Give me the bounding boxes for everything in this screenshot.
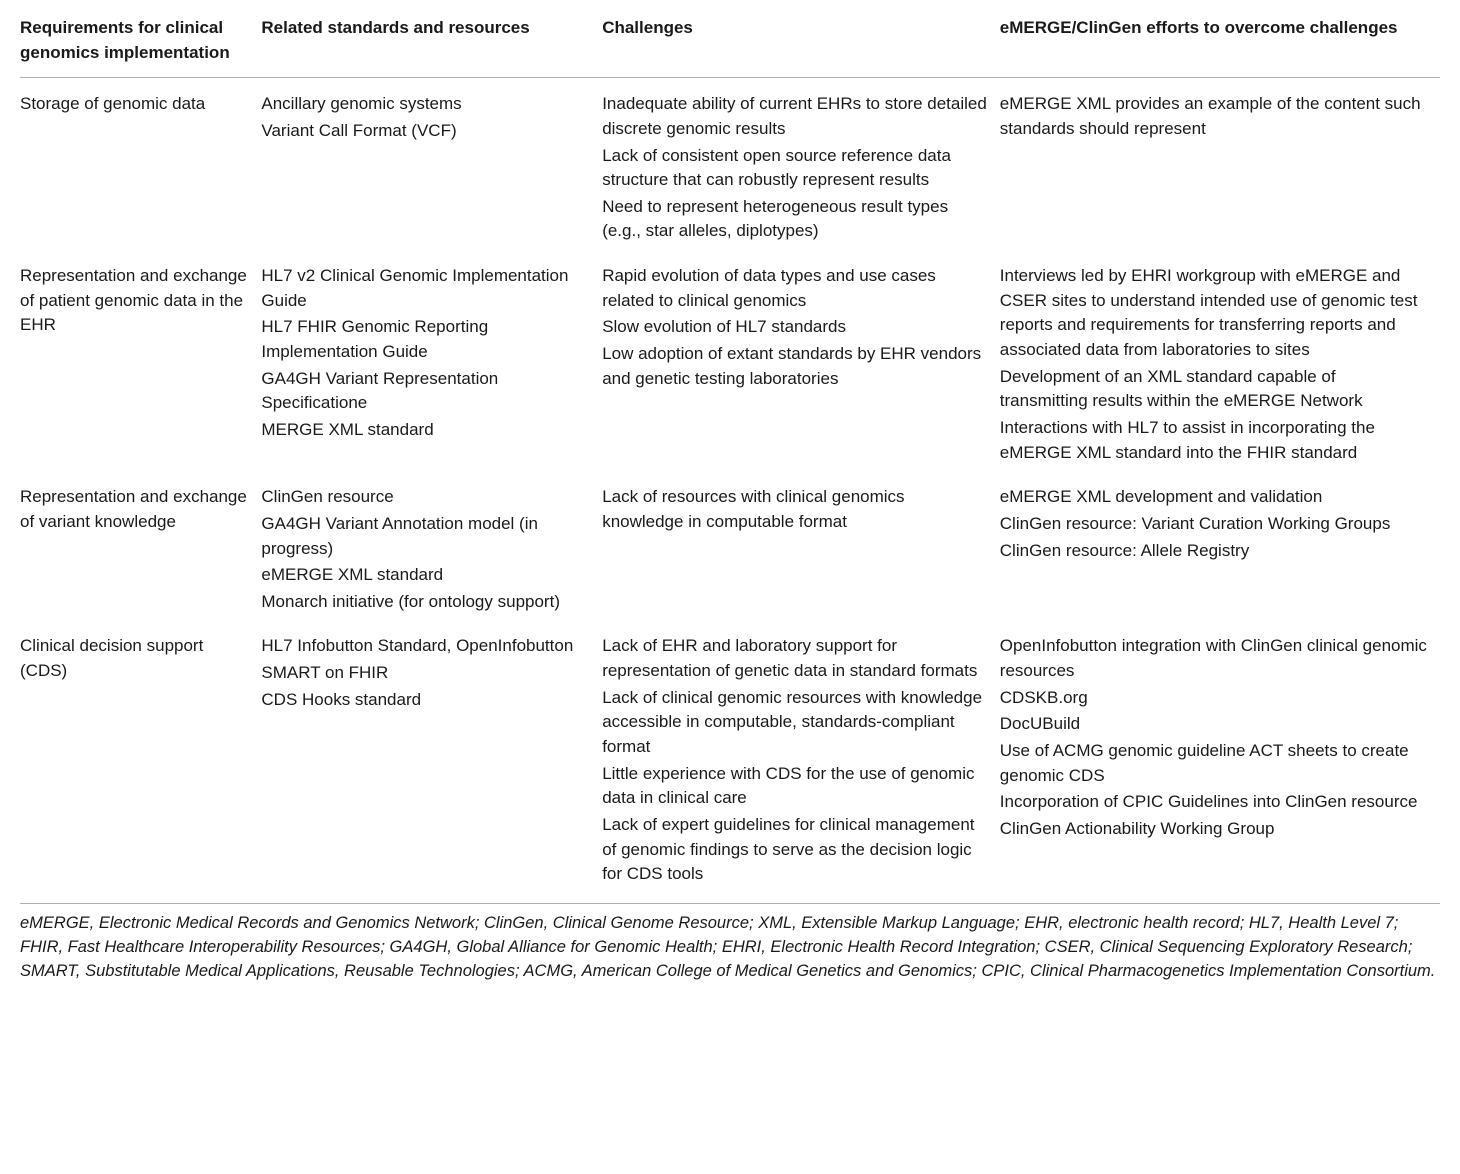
cell-text: Lack of resources with clinical genomics… — [602, 485, 988, 534]
cell-text: Little experience with CDS for the use o… — [602, 762, 988, 811]
col-header-standards: Related standards and resources — [261, 16, 602, 78]
cell-text: Representation and exchange of variant k… — [20, 485, 249, 534]
cell-text: Interviews led by EHRI workgroup with eM… — [1000, 264, 1428, 363]
cell-text: Slow evolution of HL7 standards — [602, 315, 988, 340]
cell-text: eMERGE XML development and validation — [1000, 485, 1428, 510]
cell-text: Inadequate ability of current EHRs to st… — [602, 92, 988, 141]
col-header-challenges: Challenges — [602, 16, 1000, 78]
cell-text: Lack of consistent open source reference… — [602, 144, 988, 193]
cell-text: eMERGE XML provides an example of the co… — [1000, 92, 1428, 141]
cell-text: Clinical decision support (CDS) — [20, 634, 249, 683]
col-header-efforts: eMERGE/ClinGen efforts to overcome chall… — [1000, 16, 1440, 78]
cell-text: SMART on FHIR — [261, 661, 590, 686]
genomics-requirements-table: Requirements for clinical genomics imple… — [20, 16, 1440, 897]
table-header-row: Requirements for clinical genomics imple… — [20, 16, 1440, 78]
cell-text: Lack of clinical genomic resources with … — [602, 686, 988, 760]
cell-text: ClinGen resource — [261, 485, 590, 510]
table-cell: eMERGE XML development and validationCli… — [1000, 475, 1440, 624]
cell-text: Rapid evolution of data types and use ca… — [602, 264, 988, 313]
cell-text: CDS Hooks standard — [261, 688, 590, 713]
cell-text: ClinGen Actionability Working Group — [1000, 817, 1428, 842]
col-header-requirements: Requirements for clinical genomics imple… — [20, 16, 261, 78]
table-cell: HL7 v2 Clinical Genomic Implementation G… — [261, 254, 602, 475]
table-row: Clinical decision support (CDS)HL7 Infob… — [20, 624, 1440, 896]
cell-text: OpenInfobutton integration with ClinGen … — [1000, 634, 1428, 683]
cell-text: Lack of EHR and laboratory support for r… — [602, 634, 988, 683]
cell-text: HL7 Infobutton Standard, OpenInfobutton — [261, 634, 590, 659]
cell-text: GA4GH Variant Representation Specificati… — [261, 367, 590, 416]
table-cell: Ancillary genomic systemsVariant Call Fo… — [261, 78, 602, 254]
cell-text: GA4GH Variant Annotation model (in progr… — [261, 512, 590, 561]
cell-text: Monarch initiative (for ontology support… — [261, 590, 590, 615]
table-cell: Representation and exchange of variant k… — [20, 475, 261, 624]
cell-text: MERGE XML standard — [261, 418, 590, 443]
table-cell: OpenInfobutton integration with ClinGen … — [1000, 624, 1440, 896]
cell-text: HL7 FHIR Genomic Reporting Implementatio… — [261, 315, 590, 364]
cell-text: Need to represent heterogeneous result t… — [602, 195, 988, 244]
cell-text: Ancillary genomic systems — [261, 92, 590, 117]
cell-text: Development of an XML standard capable o… — [1000, 365, 1428, 414]
cell-text: HL7 v2 Clinical Genomic Implementation G… — [261, 264, 590, 313]
cell-text: Low adoption of extant standards by EHR … — [602, 342, 988, 391]
cell-text: Lack of expert guidelines for clinical m… — [602, 813, 988, 887]
cell-text: CDSKB.org — [1000, 686, 1428, 711]
table-cell: Rapid evolution of data types and use ca… — [602, 254, 1000, 475]
table-cell: Storage of genomic data — [20, 78, 261, 254]
table-row: Representation and exchange of variant k… — [20, 475, 1440, 624]
table-row: Representation and exchange of patient g… — [20, 254, 1440, 475]
table-cell: Clinical decision support (CDS) — [20, 624, 261, 896]
table-cell: ClinGen resourceGA4GH Variant Annotation… — [261, 475, 602, 624]
cell-text: Variant Call Format (VCF) — [261, 119, 590, 144]
cell-text: ClinGen resource: Variant Curation Worki… — [1000, 512, 1428, 537]
cell-text: Interactions with HL7 to assist in incor… — [1000, 416, 1428, 465]
table-cell: HL7 Infobutton Standard, OpenInfobuttonS… — [261, 624, 602, 896]
table-cell: Inadequate ability of current EHRs to st… — [602, 78, 1000, 254]
cell-text: Incorporation of CPIC Guidelines into Cl… — [1000, 790, 1428, 815]
table-row: Storage of genomic data Ancillary genomic… — [20, 78, 1440, 254]
table-cell: Lack of EHR and laboratory support for r… — [602, 624, 1000, 896]
table-cell: eMERGE XML provides an example of the co… — [1000, 78, 1440, 254]
cell-text: eMERGE XML standard — [261, 563, 590, 588]
table-cell: Lack of resources with clinical genomics… — [602, 475, 1000, 624]
cell-text: ClinGen resource: Allele Registry — [1000, 539, 1428, 564]
cell-text: DocUBuild — [1000, 712, 1428, 737]
cell-text: Storage of genomic data — [20, 92, 249, 117]
cell-text: Representation and exchange of patient g… — [20, 264, 249, 338]
table-cell: Representation and exchange of patient g… — [20, 254, 261, 475]
cell-text: Use of ACMG genomic guideline ACT sheets… — [1000, 739, 1428, 788]
table-cell: Interviews led by EHRI workgroup with eM… — [1000, 254, 1440, 475]
table-footnote: eMERGE, Electronic Medical Records and G… — [20, 903, 1440, 984]
